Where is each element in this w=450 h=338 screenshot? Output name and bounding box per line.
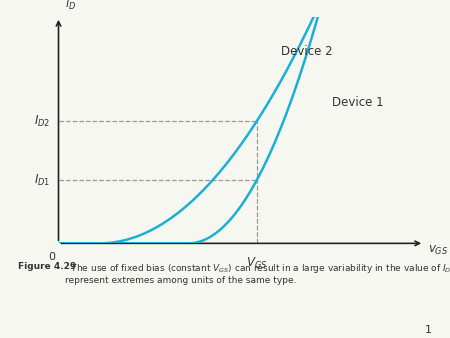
Text: Device 1: Device 1 bbox=[332, 96, 383, 109]
Text: $i_D$: $i_D$ bbox=[65, 0, 77, 13]
Text: $I_{D2}$: $I_{D2}$ bbox=[34, 114, 50, 129]
Text: The use of fixed bias (constant $V_{GS}$) can result in a large variability in t: The use of fixed bias (constant $V_{GS}$… bbox=[65, 262, 450, 285]
Text: $v_{GS}$: $v_{GS}$ bbox=[428, 244, 448, 257]
Text: Figure 4.29: Figure 4.29 bbox=[18, 262, 76, 271]
Text: 1: 1 bbox=[425, 324, 432, 335]
Text: Device 2: Device 2 bbox=[281, 45, 332, 58]
Text: 0: 0 bbox=[48, 252, 55, 262]
Text: $V_{GS}$: $V_{GS}$ bbox=[246, 256, 267, 271]
Text: $I_{D1}$: $I_{D1}$ bbox=[34, 172, 50, 188]
